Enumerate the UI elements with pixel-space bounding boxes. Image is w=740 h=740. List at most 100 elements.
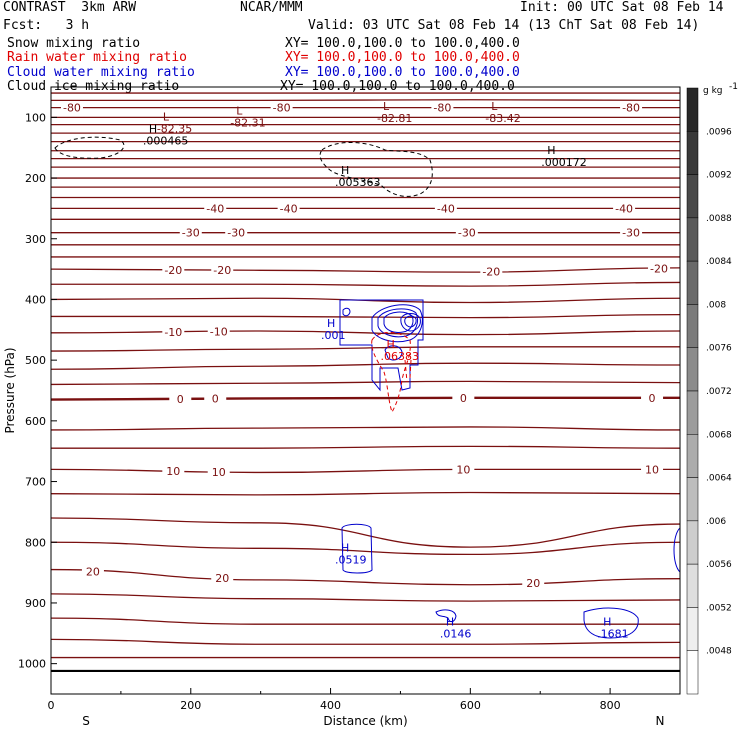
cloud-water-contour [583, 607, 639, 639]
hydrometeor-layer [54, 136, 681, 639]
isotherm-label: 10 [212, 466, 226, 479]
colorbar-label: .0064 [706, 474, 732, 484]
rain-water-contour [371, 332, 411, 414]
field-name-cloud-water: Cloud water mixing ratio [7, 65, 195, 80]
cloud-water-contour [342, 307, 351, 317]
isotherm-label-bg [225, 226, 248, 239]
isotherm-line [50, 638, 681, 645]
colorbar-label: .0052 [706, 603, 732, 613]
isotherm-line [50, 362, 681, 370]
isotherm-label: -80 [273, 102, 291, 115]
x-tick-label: 0 [48, 699, 55, 712]
isotherm-label-bg [277, 202, 300, 215]
field-xy-cloud-water: XY= 100.0,100.0 to 100.0,400.0 [285, 65, 520, 80]
low-marker: L [236, 104, 243, 117]
isotherm-label-bg [162, 263, 185, 276]
south-label: S [82, 714, 90, 728]
north-label: N [656, 714, 665, 728]
extremum-value: .0146 [440, 627, 472, 640]
cloud-water-contour [435, 609, 457, 623]
isotherm-label-bg [211, 571, 234, 584]
isotherm-label-bg [452, 463, 475, 476]
axes-layer: 0 200 400 600 800100200300400500600700800900… [3, 86, 681, 728]
colorbar-swatch [686, 131, 699, 175]
isotherm-label: -80 [622, 102, 640, 115]
isotherm-label-bg [620, 226, 643, 239]
isotherm-label-bg [169, 392, 192, 405]
isotherm-line [50, 330, 681, 336]
isotherm-line [50, 396, 680, 401]
isotherm-label-bg [431, 101, 454, 114]
isotherm-line [50, 99, 681, 102]
cloud-water-contour [371, 304, 423, 343]
extremum-value: .0519 [335, 553, 367, 566]
isotherm-line [50, 380, 681, 386]
isotherm-line [50, 541, 681, 556]
colorbar-unit-exponent: -1 [729, 82, 738, 92]
isotherm-label: -30 [227, 227, 245, 240]
extremum-value: -82.31 [230, 116, 265, 129]
isotherm-label-bg [641, 463, 664, 476]
colorbar-swatch [686, 174, 699, 219]
y-tick-label: 900 [25, 597, 46, 610]
rain-water-contour [404, 359, 412, 383]
low-marker: L [383, 100, 390, 113]
cloud-water-contour [384, 345, 403, 361]
extremum-value: -82.35 [157, 122, 192, 135]
isotherm-label: -80 [63, 102, 81, 115]
x-tick-label: 200 [180, 699, 201, 712]
colorbar-unit: g kg [703, 86, 723, 96]
colorbar-label: .0092 [706, 171, 732, 181]
isotherm-line [50, 517, 681, 548]
y-tick-label: 500 [25, 354, 46, 367]
cloud-water-outline [339, 299, 424, 392]
init-time: Init: 00 UTC Sat 08 Feb 14 [520, 0, 724, 15]
colorbar-label: .008 [706, 300, 726, 310]
extremum-value: .1681 [597, 627, 629, 640]
isotherm-label: -20 [164, 264, 182, 277]
extremum-value: .001 [321, 329, 346, 342]
isotherm-label-bg [204, 392, 227, 405]
high-marker: H [386, 338, 394, 351]
field-name-rain: Rain water mixing ratio [7, 50, 188, 65]
isotherm-label: -10 [164, 326, 182, 339]
colorbar-swatch [686, 304, 699, 348]
isotherm-label: -80 [433, 102, 451, 115]
plot-title: CONTRAST 3km ARW [3, 0, 137, 15]
high-marker: H [603, 615, 611, 628]
isotherm-label-bg [641, 391, 664, 404]
colorbar-swatch [686, 563, 699, 608]
field-xy-rain: XY= 100.0,100.0 to 100.0,400.0 [285, 50, 520, 65]
colorbar-swatch [686, 520, 699, 565]
colorbar-label: .0072 [706, 387, 732, 397]
isotherm-label-bg [162, 465, 185, 478]
colorbar-label: .006 [706, 517, 726, 527]
x-axis-title: Distance (km) [323, 714, 407, 728]
y-tick-label: 800 [25, 536, 46, 549]
isotherm-label: 10 [456, 464, 470, 477]
y-tick-label: 400 [25, 293, 46, 306]
isotherm-label: -20 [213, 264, 231, 277]
isotherm-label-bg [179, 226, 202, 239]
colorbar-swatch [686, 477, 699, 522]
isotherm-label: 10 [645, 463, 659, 476]
isotherm-label: -40 [615, 202, 633, 215]
isotherm-label-bg [162, 325, 185, 338]
extremum-value: -82.81 [377, 112, 412, 125]
y-tick-label: 200 [25, 172, 46, 185]
center-label: NCAR/MMM [240, 0, 303, 15]
isotherm-line [50, 313, 681, 319]
x-tick-label: 400 [320, 699, 341, 712]
field-name-snow: Snow mixing ratio [7, 36, 141, 51]
isotherm-line [50, 617, 680, 625]
extrema-layer: L-82.35L-82.31L-82.81L-83.42H.000465H.00… [143, 100, 629, 640]
isotherm-label: 0 [212, 393, 219, 406]
high-marker: H [547, 144, 555, 157]
isotherm-label-bg [60, 101, 83, 114]
plot-frame [50, 86, 681, 695]
isotherm-label-bg [480, 265, 503, 278]
valid-time: Valid: 03 UTC Sat 08 Feb 14 (13 ChT Sat … [308, 18, 700, 33]
colorbar-label: .0076 [706, 344, 732, 354]
isotherm-label: 20 [215, 572, 229, 585]
extremum-value: .000172 [541, 156, 587, 169]
